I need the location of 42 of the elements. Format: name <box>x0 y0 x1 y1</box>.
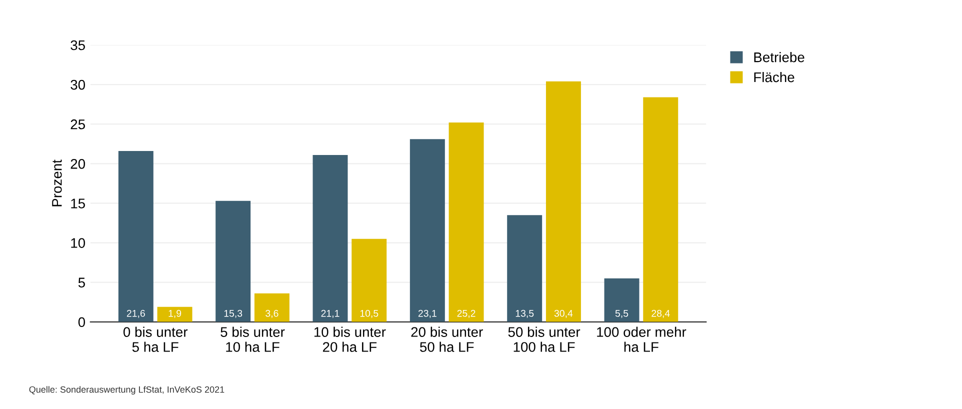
bar <box>312 154 348 322</box>
data-label: 13,5 <box>516 310 534 318</box>
bar <box>643 97 678 322</box>
data-label: 15,3 <box>224 310 242 318</box>
y-tick-label: 15 <box>71 198 85 208</box>
bar <box>254 293 290 322</box>
data-label: 30,4 <box>554 310 573 318</box>
x-tick-label: 50 bis unter 100 ha LF <box>508 326 580 352</box>
bar <box>604 278 640 322</box>
data-label: 23,1 <box>418 310 436 318</box>
x-tick-label: 100 oder mehr ha LF <box>597 326 686 352</box>
bar <box>352 238 387 322</box>
y-tick-label: 20 <box>70 158 86 169</box>
data-label: 25,2 <box>457 310 476 318</box>
data-label: 21,1 <box>321 310 340 318</box>
legend-label: Fläche <box>754 72 794 82</box>
bar <box>410 139 445 322</box>
data-label: 1,9 <box>168 310 182 318</box>
source-note: Quelle: Sonderauswertung LfStat, InVeKoS 2021 <box>29 386 224 395</box>
x-tick-label: 0 bis unter 5 ha LF <box>123 326 188 352</box>
y-tick-label: 35 <box>70 40 85 50</box>
data-label: 3,6 <box>266 310 278 318</box>
bar <box>507 215 542 322</box>
y-tick-label: 25 <box>70 119 85 130</box>
legend-label: Betriebe <box>754 52 804 62</box>
data-label: 21,6 <box>126 310 145 318</box>
x-tick-label: 10 bis unter 20 ha LF <box>314 326 386 352</box>
y-tick-label: 10 <box>71 238 86 248</box>
y-tick-label: 0 <box>78 317 86 328</box>
y-axis-title: Prozent <box>52 160 62 206</box>
y-tick-label: 5 <box>78 278 85 288</box>
bar <box>448 122 484 322</box>
bar <box>157 306 192 322</box>
y-tick-label: 30 <box>70 80 86 90</box>
data-label: 28,4 <box>652 310 670 318</box>
data-label: 5,5 <box>615 310 628 318</box>
bar <box>216 200 251 322</box>
bar <box>118 151 154 322</box>
x-tick-label: 20 bis unter 50 ha LF <box>411 326 483 352</box>
data-label: 10,5 <box>360 310 378 318</box>
x-tick-label: 5 bis unter 10 ha LF <box>220 326 285 352</box>
bar <box>546 81 581 322</box>
